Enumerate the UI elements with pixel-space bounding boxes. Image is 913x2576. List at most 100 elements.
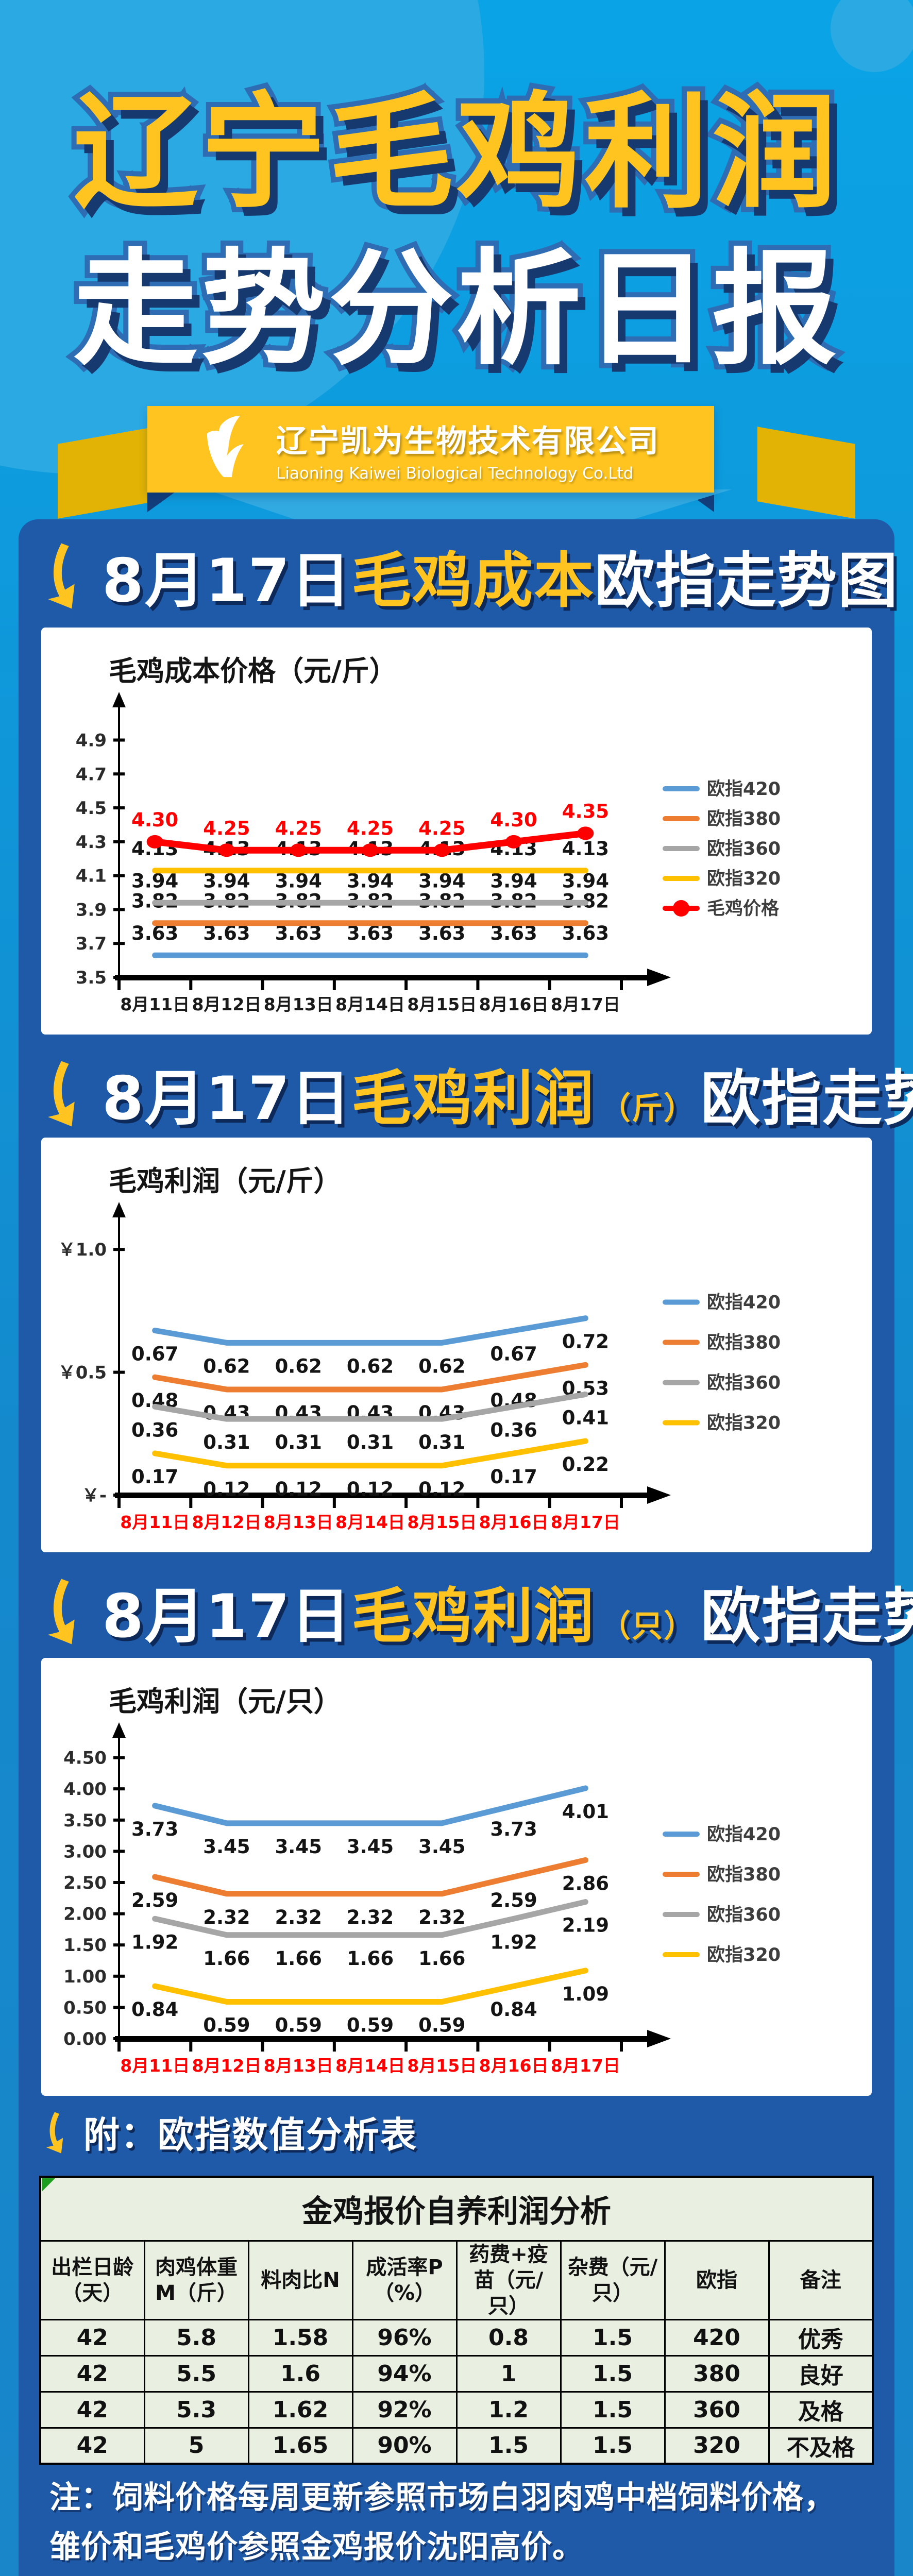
svg-text:4.25: 4.25	[203, 817, 250, 839]
arrow-icon	[48, 543, 75, 609]
table-row: 42 5.5 1.6 94% 1 1.5 380 良好	[39, 2354, 874, 2393]
main-panel: 8月17日毛鸡成本欧指走势图 毛鸡成本价格（元/斤） 4.9 4.7 4.5 4.3 4…	[19, 519, 913, 2576]
svg-text:8月13日: 8月13日	[264, 994, 333, 1014]
table-cell: 1.6	[247, 2354, 353, 2393]
svg-text:￥-: ￥-	[82, 1485, 107, 1506]
table-header-cell: 出栏日龄（天）	[39, 2240, 145, 2320]
table-cell: 1.5	[560, 2427, 666, 2465]
table-cell: 5.5	[143, 2354, 249, 2393]
svg-text:2.32: 2.32	[275, 1906, 322, 1928]
note-text: 注：饲料价格每周更新参照市场白羽肉鸡中档饲料价格，雏价和毛鸡价参照金鸡报价沈阳高…	[49, 2480, 835, 2565]
section-heading-profit-jin: 8月17日毛鸡利润（斤）欧指走势图	[43, 1050, 913, 1137]
svg-text:4.30: 4.30	[490, 809, 537, 831]
svg-text:0.62: 0.62	[275, 1355, 322, 1377]
svg-text:8月17日: 8月17日	[551, 994, 620, 1014]
svg-text:3.94: 3.94	[203, 870, 250, 892]
svg-text:0.31: 0.31	[418, 1431, 465, 1453]
svg-text:1.66: 1.66	[418, 1947, 465, 1970]
table-row: 42 5.8 1.58 96% 0.8 1.5 420 优秀	[39, 2318, 874, 2357]
svg-text:1.09: 1.09	[562, 1983, 609, 2005]
svg-text:1.50: 1.50	[63, 1935, 107, 1956]
table-cell: 5.8	[143, 2318, 249, 2357]
svg-text:3.94: 3.94	[131, 870, 178, 892]
table-cell: 94%	[351, 2354, 458, 2393]
svg-text:0.67: 0.67	[131, 1343, 178, 1365]
table-cell: 及格	[768, 2391, 874, 2429]
heading-text-part: 欧指走势图	[701, 1582, 913, 1651]
svg-text:0.31: 0.31	[203, 1431, 250, 1453]
cost-chart-panel: 毛鸡成本价格（元/斤） 4.9 4.7 4.5 4.3 4.1 3.9 3.7 3.5 8月11…	[41, 628, 872, 1035]
svg-text:3.45: 3.45	[203, 1836, 250, 1858]
table-cell: 42	[39, 2391, 145, 2429]
svg-text:3.45: 3.45	[347, 1836, 394, 1858]
svg-text:4.25: 4.25	[418, 817, 465, 839]
svg-text:0.36: 0.36	[490, 1419, 537, 1441]
svg-text:0.72: 0.72	[562, 1331, 609, 1353]
svg-text:0.62: 0.62	[418, 1355, 465, 1377]
table-header-cell: 杂费（元/只）	[560, 2240, 666, 2320]
svg-text:1.66: 1.66	[275, 1947, 322, 1970]
table-cell: 良好	[768, 2354, 874, 2393]
svg-text:0.67: 0.67	[490, 1343, 537, 1365]
svg-text:3.7: 3.7	[76, 934, 107, 954]
svg-text:8月13日: 8月13日	[264, 2056, 333, 2076]
table-cell: 42	[39, 2354, 145, 2393]
table-cell: 1.5	[455, 2427, 562, 2465]
svg-text:8月13日: 8月13日	[264, 1512, 333, 1532]
heading-text-part: 欧指走势图	[595, 546, 899, 616]
svg-text:0.36: 0.36	[131, 1419, 178, 1441]
svg-text:2.50: 2.50	[63, 1873, 107, 1893]
company-name-en: Liaoning Kaiwei Biological Technology Co…	[276, 464, 634, 483]
svg-text:欧指420: 欧指420	[707, 779, 781, 800]
heading-text-part: 欧指走势图	[701, 1064, 913, 1133]
svg-text:毛鸡价格: 毛鸡价格	[707, 899, 780, 919]
svg-text:8月16日: 8月16日	[479, 2056, 549, 2076]
table-cell: 1.2	[455, 2391, 562, 2429]
profit-bird-chart-panel: 毛鸡利润（元/只） 4.50 4.00 3.50 3.00 2.50 2.00 1.50 1.…	[41, 1658, 872, 2096]
svg-text:8月12日: 8月12日	[192, 1512, 261, 1532]
svg-text:3.63: 3.63	[347, 922, 394, 944]
ribbon-tail-right	[757, 427, 855, 519]
svg-text:1.00: 1.00	[63, 1967, 107, 1987]
decor-circle-icon	[831, 0, 913, 72]
table-header-cell: 欧指	[664, 2240, 770, 2320]
svg-text:欧指420: 欧指420	[707, 1293, 781, 1313]
svg-text:欧指420: 欧指420	[707, 1824, 781, 1845]
analysis-heading: 附：欧指数值分析表	[43, 2106, 417, 2158]
table-cell: 42	[39, 2318, 145, 2357]
svg-text:0.17: 0.17	[490, 1466, 537, 1488]
svg-text:0.12: 0.12	[203, 1478, 250, 1500]
svg-text:8月14日: 8月14日	[335, 2056, 405, 2076]
svg-text:3.94: 3.94	[275, 870, 322, 892]
svg-text:8月15日: 8月15日	[407, 1512, 477, 1532]
table-header-cell: 药费+疫苗（元/只）	[455, 2240, 562, 2320]
table-cell: 42	[39, 2427, 145, 2465]
svg-text:3.9: 3.9	[76, 900, 107, 920]
svg-text:2.59: 2.59	[490, 1889, 537, 1911]
svg-text:1.92: 1.92	[490, 1931, 537, 1953]
svg-text:4.3: 4.3	[76, 832, 107, 853]
svg-text:2.32: 2.32	[203, 1906, 250, 1928]
table-cell: 1.5	[560, 2391, 666, 2429]
svg-text:1.92: 1.92	[131, 1931, 178, 1953]
decor-wedge	[206, 489, 732, 521]
svg-text:2.19: 2.19	[562, 1914, 609, 1937]
svg-text:欧指360: 欧指360	[707, 1905, 781, 1925]
chart-title: 毛鸡利润（元/只）	[109, 1685, 342, 1718]
page-title-line1: 辽宁毛鸡利润	[68, 76, 842, 230]
table-cell: 96%	[351, 2318, 458, 2357]
table-row: 42 5.3 1.62 92% 1.2 1.5 360 及格	[39, 2391, 874, 2429]
svg-text:8月15日: 8月15日	[407, 994, 477, 1014]
heading-text-part: （只）	[600, 1608, 696, 1645]
svg-text:0.31: 0.31	[275, 1431, 322, 1453]
svg-text:8月14日: 8月14日	[335, 994, 405, 1014]
svg-text:3.50: 3.50	[63, 1810, 107, 1831]
svg-text:3.63: 3.63	[131, 922, 178, 944]
table-cell: 360	[664, 2391, 770, 2429]
svg-text:0.50: 0.50	[63, 1997, 107, 2018]
svg-text:0.17: 0.17	[131, 1466, 178, 1488]
section-heading-text: 8月17日毛鸡利润（只）欧指走势图	[102, 1568, 913, 1654]
svg-text:8月17日: 8月17日	[551, 1512, 620, 1532]
